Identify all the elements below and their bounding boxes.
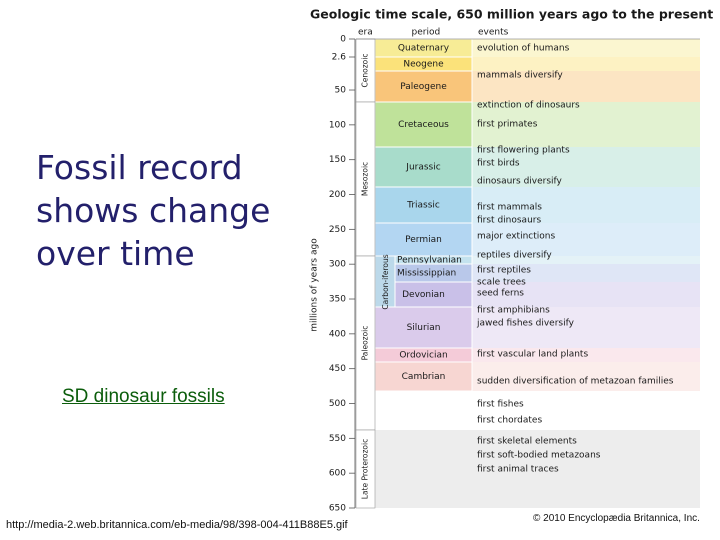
tick-label: 2.6 bbox=[332, 53, 347, 63]
event: reptiles diversify bbox=[477, 251, 552, 261]
tick-label: 650 bbox=[329, 504, 346, 514]
band bbox=[472, 256, 700, 264]
event: sudden diversification of metazoan famil… bbox=[477, 377, 674, 387]
event: first skeletal elements bbox=[477, 437, 577, 447]
event: first flowering plants bbox=[477, 146, 570, 156]
event: first birds bbox=[477, 159, 520, 169]
band bbox=[472, 223, 700, 256]
period-box bbox=[374, 222, 473, 257]
band bbox=[472, 147, 700, 187]
period-box bbox=[374, 70, 473, 103]
event: evolution of humans bbox=[477, 44, 570, 54]
band bbox=[472, 348, 700, 362]
band bbox=[472, 264, 700, 282]
tick-label: 0 bbox=[340, 35, 346, 45]
event: first primates bbox=[477, 120, 538, 130]
column-header: events bbox=[478, 28, 509, 38]
event: scale trees bbox=[477, 278, 526, 288]
event: first animal traces bbox=[477, 465, 559, 475]
band bbox=[472, 57, 700, 71]
tick-label: 50 bbox=[335, 86, 347, 96]
link[interactable]: SD dinosaur fossils bbox=[62, 386, 225, 407]
era-label: Paleozoic bbox=[361, 326, 370, 361]
event: first fishes bbox=[477, 400, 524, 410]
period-box bbox=[374, 101, 473, 148]
period-label: Permian bbox=[405, 235, 442, 245]
source-url: http://media-2.web.britannica.com/eb-med… bbox=[6, 519, 348, 531]
band bbox=[472, 362, 700, 391]
slide-title: Fossil record shows change over time bbox=[36, 148, 271, 273]
era-box bbox=[355, 429, 376, 509]
period-label: Ordovician bbox=[399, 351, 447, 361]
tick-label: 200 bbox=[329, 190, 346, 200]
event: first soft-bodied metazoans bbox=[477, 451, 601, 461]
period-label: Paleogene bbox=[400, 82, 447, 92]
tick-label: 600 bbox=[329, 469, 346, 479]
band bbox=[472, 187, 700, 223]
period-label: Cretaceous bbox=[398, 120, 449, 130]
event: jawed fishes diversify bbox=[476, 319, 575, 329]
period-label: Silurian bbox=[407, 323, 441, 333]
copyright: © 2010 Encyclopædia Britannica, Inc. bbox=[533, 513, 700, 524]
era-label: Late Proterozoic bbox=[361, 439, 370, 499]
period-label: Cambrian bbox=[402, 372, 446, 382]
tick-label: 400 bbox=[329, 329, 346, 339]
tick-label: 150 bbox=[329, 155, 346, 165]
event: extinction of dinosaurs bbox=[477, 101, 580, 111]
event: first amphibians bbox=[477, 306, 550, 316]
tick-label: 350 bbox=[329, 295, 346, 305]
era-label: Cenozoic bbox=[361, 54, 370, 88]
event: first chordates bbox=[477, 416, 542, 426]
event: first mammals bbox=[477, 203, 542, 213]
period-label: Pennsylvanian bbox=[397, 256, 462, 266]
column-header: era bbox=[358, 28, 373, 38]
period-label: Mississippian bbox=[397, 269, 456, 279]
period-label: Devonian bbox=[402, 290, 445, 300]
period-label: Neogene bbox=[403, 60, 444, 70]
period-label: Quaternary bbox=[398, 44, 450, 54]
event: first vascular land plants bbox=[477, 350, 588, 360]
event: seed ferns bbox=[477, 289, 524, 299]
period-label: Jurassic bbox=[405, 163, 440, 173]
event: major extinctions bbox=[477, 232, 555, 242]
band bbox=[472, 39, 700, 57]
column-header: period bbox=[412, 28, 441, 38]
period-box bbox=[374, 186, 473, 224]
tick-label: 450 bbox=[329, 364, 346, 374]
event: dinosaurs diversify bbox=[477, 177, 563, 187]
tick-label: 500 bbox=[329, 399, 346, 409]
period-box bbox=[374, 306, 473, 349]
subera-label: Carbon-iferous bbox=[381, 254, 390, 309]
band bbox=[375, 430, 700, 508]
era-label: Mesozoic bbox=[361, 162, 370, 196]
band bbox=[472, 282, 700, 307]
event: first reptiles bbox=[477, 266, 531, 276]
event: mammals diversify bbox=[477, 71, 563, 81]
tick-label: 300 bbox=[329, 260, 346, 270]
figure-title: Geologic time scale, 650 million years a… bbox=[310, 7, 713, 22]
band bbox=[472, 102, 700, 147]
tick-label: 250 bbox=[329, 225, 346, 235]
band bbox=[472, 307, 700, 348]
tick-label: 550 bbox=[329, 434, 346, 444]
axis-label: millions of years ago bbox=[310, 238, 320, 332]
event: first dinosaurs bbox=[477, 216, 541, 226]
period-label: Triassic bbox=[406, 201, 440, 211]
period-box bbox=[374, 361, 473, 392]
tick-label: 100 bbox=[329, 120, 346, 130]
band bbox=[472, 71, 700, 102]
period-box bbox=[374, 146, 473, 188]
